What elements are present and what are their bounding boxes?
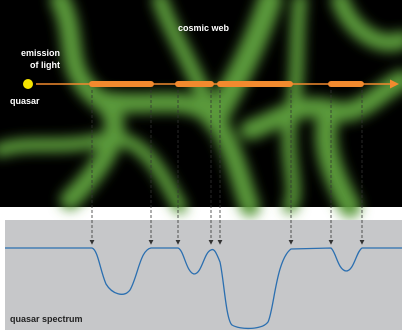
spectrum-label: quasar spectrum	[10, 314, 83, 324]
quasar-label: quasar	[10, 96, 40, 106]
page: cosmic web emission of light quasar quas…	[0, 0, 402, 330]
cosmic-web-label: cosmic web	[178, 23, 230, 33]
diagram: cosmic web emission of light quasar quas…	[0, 0, 402, 330]
emission-label: emission	[21, 48, 60, 58]
emission-label: of light	[30, 60, 60, 70]
quasar-dot	[23, 79, 33, 89]
